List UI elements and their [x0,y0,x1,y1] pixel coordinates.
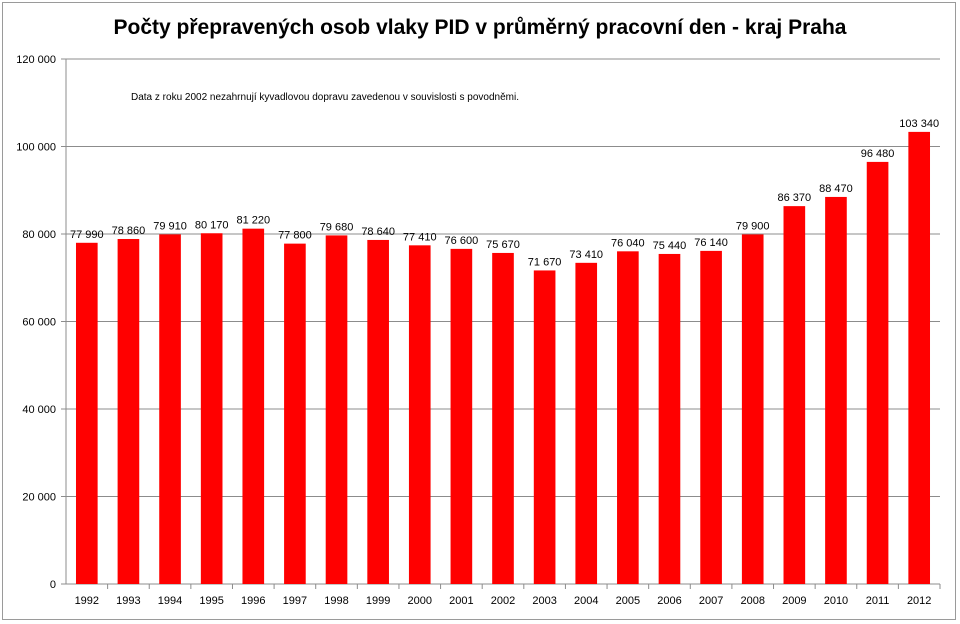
x-tick-label: 2000 [408,595,432,607]
chart-title: Počty přepravených osob vlaky PID v prům… [113,16,847,39]
bar [575,262,598,584]
bar [450,248,473,584]
x-tick-label: 2001 [449,595,473,607]
data-label: 79 900 [736,220,770,232]
data-label: 71 670 [528,256,562,268]
x-tick-label: 1995 [199,595,223,607]
x-tick-label: 2011 [866,595,890,607]
x-tick-label: 1992 [75,595,99,607]
bar [200,233,223,584]
bar [866,161,889,584]
data-label: 79 680 [320,221,354,233]
y-tick-label: 20 000 [22,492,56,504]
x-tick-label: 1997 [283,595,307,607]
x-tick-label: 2005 [616,595,640,607]
chart-annotation: Data z roku 2002 nezahrnují kyvadlovou d… [131,92,520,103]
bar [783,206,806,584]
data-label: 76 600 [445,235,479,247]
x-tick-label: 1998 [324,595,348,607]
data-label: 80 170 [195,219,229,231]
x-tick-label: 2004 [574,595,598,607]
y-tick-label: 120 000 [16,54,56,66]
bar [117,238,140,585]
bar [825,196,847,584]
x-tick-label: 1994 [158,595,182,607]
x-tick-label: 2012 [907,595,931,607]
data-label: 77 800 [278,230,312,242]
bar [700,250,722,584]
data-label: 78 640 [361,226,395,238]
data-label: 86 370 [778,192,812,204]
x-tick-label: 1996 [241,595,265,607]
x-tick-label: 2002 [491,595,515,607]
y-tick-label: 100 000 [16,142,56,154]
bar [367,239,389,584]
data-label: 103 340 [899,118,939,130]
data-label: 77 410 [403,231,437,243]
y-tick-label: 0 [50,579,56,591]
bar [284,243,306,584]
data-label: 76 040 [611,237,645,249]
data-label: 81 220 [236,215,270,227]
x-tick-label: 2003 [532,595,556,607]
data-label: 77 990 [70,229,104,241]
data-label: 96 480 [861,148,895,160]
data-label: 75 440 [653,240,687,252]
x-tick-label: 1999 [366,595,390,607]
bar [325,235,348,584]
x-tick-label: 1993 [116,595,140,607]
x-tick-label: 2006 [657,595,681,607]
x-tick-label: 2008 [740,595,764,607]
x-tick-label: 2007 [699,595,723,607]
bar [741,234,764,584]
data-label: 88 470 [819,183,853,195]
data-label: 76 140 [694,237,728,249]
data-label: 78 860 [112,225,146,237]
bar [658,253,681,584]
bar [159,234,181,585]
x-tick-label: 2010 [824,595,848,607]
bar [242,228,265,584]
bar [408,245,431,585]
bar [75,242,98,584]
data-label: 79 910 [153,220,187,232]
bar [908,131,931,584]
x-tick-label: 2009 [782,595,806,607]
y-tick-label: 80 000 [22,229,56,241]
bar [533,270,556,584]
bar [492,252,514,584]
bar [617,251,639,584]
y-tick-label: 60 000 [22,317,56,329]
data-label: 75 670 [486,239,520,251]
y-tick-label: 40 000 [22,404,56,416]
data-label: 73 410 [569,249,603,261]
